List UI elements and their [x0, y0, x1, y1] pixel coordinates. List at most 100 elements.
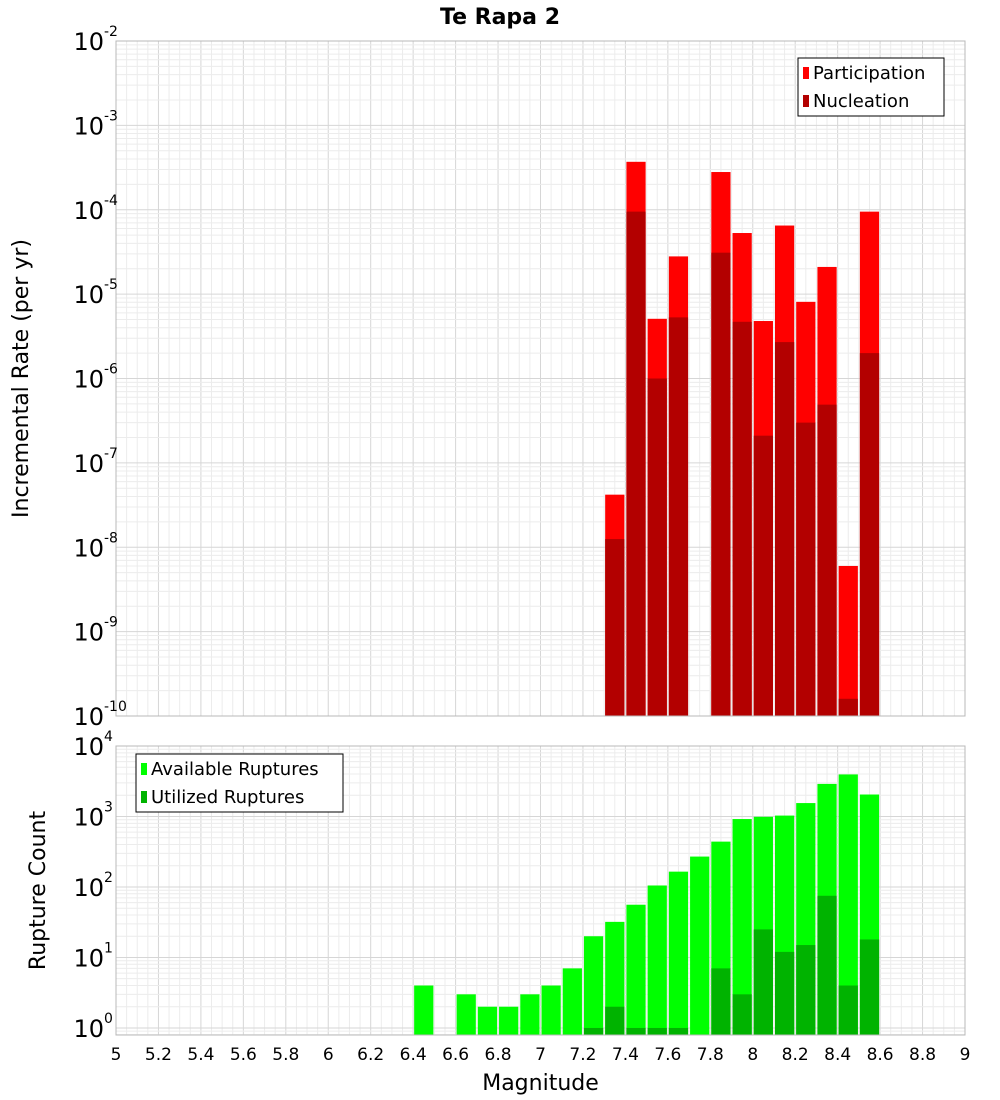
count-y-tick-exponent: 1 [104, 940, 113, 956]
rate-y-tick-base: 10 [73, 28, 104, 56]
rate-y-tick-exponent: -2 [104, 24, 118, 40]
rate-bar-nucleation [668, 317, 689, 716]
x-tick-label: 5.4 [187, 1045, 214, 1065]
rate-legend-swatch [803, 67, 809, 79]
count-y-tick-base: 10 [73, 733, 104, 761]
x-axis-label: Magnitude [482, 1071, 599, 1096]
x-tick-label: 7 [535, 1045, 546, 1065]
rate-y-tick-base: 10 [73, 197, 104, 225]
count-legend-swatch [141, 791, 147, 803]
count-bar-utilized-ruptures [838, 985, 858, 1035]
x-tick-label: 7.6 [654, 1045, 681, 1065]
rate-bar-nucleation [605, 539, 625, 716]
count-bar-utilized-ruptures [711, 968, 731, 1035]
count-bar-available-ruptures [626, 904, 646, 1035]
x-tick-label: 5 [111, 1045, 122, 1065]
count-bar-utilized-ruptures [817, 895, 837, 1035]
count-bar-available-ruptures [668, 871, 689, 1035]
count-bar-available-ruptures [541, 985, 561, 1035]
count-bar-utilized-ruptures [605, 1006, 625, 1035]
rate-y-tick-base: 10 [73, 112, 104, 140]
count-bar-available-ruptures [414, 985, 434, 1035]
rate-y-tick-exponent: -9 [104, 615, 118, 631]
count-bar-utilized-ruptures [859, 939, 880, 1035]
count-bar-available-ruptures [499, 1006, 519, 1035]
count-y-tick-base: 10 [73, 1015, 104, 1043]
x-tick-label: 6 [323, 1045, 334, 1065]
count-y-tick-base: 10 [73, 944, 104, 972]
x-tick-label: 5.2 [145, 1045, 172, 1065]
rate-y-tick-base: 10 [73, 703, 104, 731]
rate-y-tick-exponent: -10 [104, 699, 127, 715]
x-tick-label: 6.8 [485, 1045, 512, 1065]
rate-y-tick-exponent: -7 [104, 446, 118, 462]
x-tick-label: 8 [747, 1045, 758, 1065]
rate-bar-nucleation [796, 422, 816, 716]
rate-bar-nucleation [732, 321, 752, 716]
x-tick-label: 8.8 [909, 1045, 936, 1065]
count-bar-available-ruptures [732, 819, 752, 1035]
count-bar-utilized-ruptures [668, 1027, 689, 1035]
count-y-tick-base: 10 [73, 874, 104, 902]
rate-legend-box [797, 57, 945, 117]
count-y-tick-exponent: 2 [104, 870, 113, 886]
x-tick-label: 6.2 [357, 1045, 384, 1065]
rate-bar-nucleation [817, 404, 837, 716]
count-bar-utilized-ruptures [626, 1027, 646, 1035]
count-plot-frame [115, 745, 966, 1036]
chart-title: Te Rapa 2 [440, 5, 560, 30]
rate-y-tick-base: 10 [73, 366, 104, 394]
rate-y-tick-exponent: -6 [104, 362, 118, 378]
count-bar-utilized-ruptures [753, 929, 773, 1035]
count-bar-utilized-ruptures [647, 1027, 667, 1035]
count-bar-available-ruptures [477, 1006, 498, 1035]
count-bar-available-ruptures [647, 885, 667, 1035]
count-bar-available-ruptures [605, 921, 625, 1035]
rate-y-tick-exponent: -4 [104, 193, 118, 209]
count-y-tick-exponent: 0 [104, 1011, 113, 1027]
count-bar-available-ruptures [456, 994, 476, 1035]
count-legend: Available Ruptures Utilized Ruptures [135, 753, 344, 813]
count-legend-entry: Utilized Ruptures [151, 787, 304, 808]
count-legend-box [135, 753, 344, 813]
rate-plot-frame [115, 40, 966, 717]
count-bar-available-ruptures [838, 774, 858, 1035]
rate-y-tick-base: 10 [73, 450, 104, 478]
count-legend-swatch [141, 763, 147, 775]
rate-bar-nucleation [626, 211, 646, 716]
rate-bar-nucleation [647, 378, 667, 716]
x-tick-label: 6.6 [442, 1045, 469, 1065]
count-legend-entry: Available Ruptures [151, 759, 319, 780]
x-tick-label: 9 [960, 1045, 971, 1065]
count-bar-utilized-ruptures [796, 945, 816, 1035]
x-tick-label: 5.8 [272, 1045, 299, 1065]
x-tick-label: 7.2 [569, 1045, 596, 1065]
rate-y-tick-base: 10 [73, 281, 104, 309]
rate-y-axis-label: Incremental Rate (per yr) [9, 239, 34, 518]
rate-y-tick-exponent: -8 [104, 530, 118, 546]
count-y-tick-exponent: 4 [104, 729, 113, 745]
count-bar-available-ruptures [562, 968, 582, 1035]
rate-y-tick-base: 10 [73, 619, 104, 647]
x-tick-label: 7.8 [697, 1045, 724, 1065]
x-tick-label: 7.4 [612, 1045, 639, 1065]
rate-legend: Participation Nucleation [797, 57, 945, 117]
rate-bar-nucleation [859, 353, 880, 716]
count-bar-available-ruptures [583, 936, 604, 1035]
count-bar-available-ruptures [690, 856, 710, 1035]
rate-panel: 10-210-310-410-510-610-710-810-910 -10Inc… [9, 24, 966, 731]
rate-legend-entry: Nucleation [813, 91, 909, 112]
x-tick-label: 6.4 [400, 1045, 427, 1065]
count-y-tick-exponent: 3 [104, 799, 113, 815]
rate-bar-nucleation [838, 698, 858, 716]
count-bar-utilized-ruptures [774, 951, 795, 1035]
count-bar-available-ruptures [520, 994, 540, 1035]
rate-legend-entry: Participation [813, 63, 925, 84]
x-tick-label: 8.4 [824, 1045, 851, 1065]
count-bar-utilized-ruptures [583, 1027, 604, 1035]
rate-bar-nucleation [753, 435, 773, 716]
x-tick-label: 8.6 [867, 1045, 894, 1065]
rate-bar-participation [838, 565, 858, 716]
